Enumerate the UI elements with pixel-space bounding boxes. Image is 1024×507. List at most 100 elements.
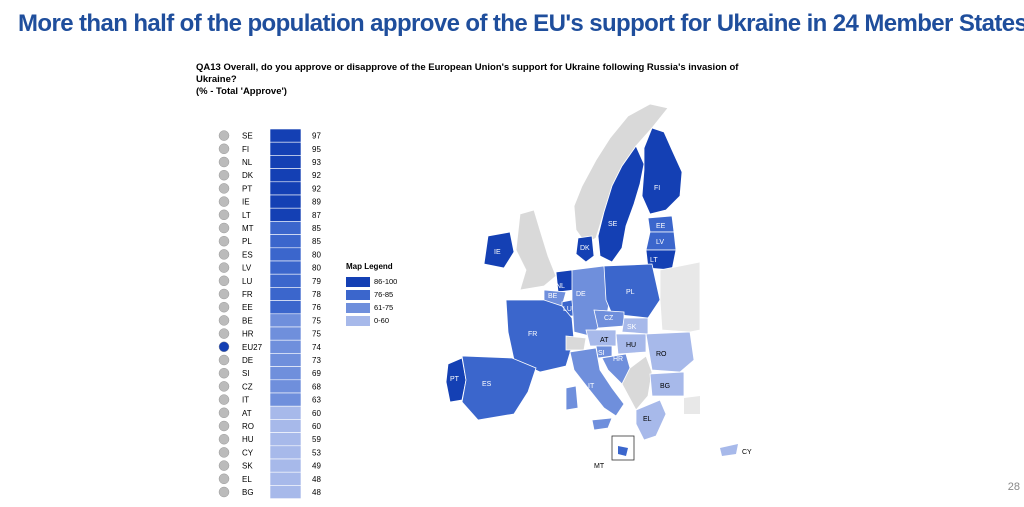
bar-value-label: 69 — [312, 369, 321, 378]
bar-value-label: 95 — [312, 145, 321, 154]
map-sardinia — [565, 385, 579, 411]
map-east-non-eu — [659, 261, 701, 333]
map-label-de: DE — [576, 291, 586, 298]
map-sweden — [597, 145, 645, 263]
map-label-es: ES — [482, 381, 492, 388]
flag-icon — [218, 302, 230, 313]
map-italy — [569, 347, 625, 417]
map-label-mt: MT — [594, 463, 605, 470]
legend-item: 76-85 — [346, 288, 397, 301]
map-uk — [515, 209, 557, 291]
bar-value-label: 92 — [312, 171, 321, 180]
bar — [269, 155, 302, 169]
bar — [269, 353, 302, 367]
map-label-fi: FI — [654, 185, 660, 192]
map-label-ro: RO — [656, 351, 667, 358]
map-malta-inset — [611, 435, 635, 461]
flag-icon — [218, 143, 230, 155]
flag-icon — [218, 209, 230, 221]
flag-icon — [218, 381, 230, 392]
bar — [269, 273, 302, 288]
map-label-hr: HR — [613, 356, 623, 363]
flag-icon — [218, 341, 230, 352]
map-label-lt: LT — [650, 257, 658, 264]
bar-value-label: 87 — [312, 211, 321, 220]
bar-category-label: CZ — [242, 382, 253, 391]
map-legend: Map Legend 86-100 76-85 61-75 0-60 — [346, 262, 397, 327]
legend-label: 61-75 — [374, 303, 394, 312]
bar-value-label: 48 — [312, 475, 321, 484]
bar-category-label: EL — [242, 475, 252, 484]
map-label-hu: HU — [626, 342, 636, 349]
bar-category-label: SK — [242, 462, 253, 471]
bar-value-label: 76 — [312, 303, 321, 312]
map-label-lv: LV — [656, 239, 664, 246]
map-label-fr: FR — [528, 331, 537, 338]
map-label-el: EL — [643, 416, 652, 423]
map-bulgaria — [649, 371, 685, 397]
flag-icon — [218, 447, 230, 458]
bar — [269, 168, 302, 183]
map-austria — [585, 329, 617, 347]
map-label-ie: IE — [494, 249, 501, 256]
map-label-pt: PT — [450, 376, 460, 383]
bar-category-label: BG — [242, 488, 254, 497]
map-label-it: IT — [588, 383, 595, 390]
map-label-cy: CY — [742, 449, 752, 456]
legend-swatch — [346, 276, 370, 287]
page-number: 28 — [1007, 481, 1020, 493]
question-text: QA13 Overall, do you approve or disappro… — [196, 62, 806, 98]
flag-icon — [218, 156, 230, 168]
bar-value-label: 93 — [312, 158, 321, 167]
map-label-bg: BG — [660, 383, 670, 390]
flag-icon — [218, 222, 230, 234]
flag-icon — [218, 368, 230, 379]
bar-value-label: 49 — [312, 462, 321, 471]
flag-icon — [218, 394, 230, 405]
bar — [269, 260, 302, 275]
bar — [269, 445, 302, 460]
bar — [269, 339, 302, 354]
flag-icon — [218, 434, 230, 445]
map-cyprus — [720, 444, 738, 456]
page-title: More than half of the population approve… — [18, 10, 1024, 37]
bar-value-label: 59 — [312, 435, 321, 444]
bar-category-label: MT — [242, 224, 254, 233]
legend-item: 61-75 — [346, 301, 397, 314]
map-hungary — [615, 333, 647, 355]
bar-value-label: 92 — [312, 184, 321, 193]
legend-label: 76-85 — [374, 290, 394, 299]
bar-category-label: DE — [242, 356, 253, 365]
bar-value-label: 73 — [312, 356, 321, 365]
map-spain — [461, 355, 537, 421]
bar-category-label: SI — [242, 369, 250, 378]
bar-category-label: HR — [242, 330, 254, 339]
map-greece — [635, 399, 667, 441]
map-malta — [618, 446, 628, 456]
flag-icon — [218, 275, 230, 286]
bar-category-label: FR — [242, 290, 253, 299]
map-sicily — [591, 417, 613, 431]
flag-icon — [218, 328, 230, 339]
bar — [269, 471, 302, 486]
map-denmark — [575, 235, 595, 263]
bar-category-label: BE — [242, 316, 253, 325]
flag-icon — [218, 130, 230, 141]
flag-icon — [218, 354, 230, 366]
bar-value-label: 80 — [312, 250, 321, 259]
bar-chart: SE 97 FI 95 NL 93 DK 92 PT 92 IE 89 LT 87 MT 85 PL 85 ES 80… — [218, 128, 321, 499]
bar — [269, 287, 302, 301]
map-finland — [641, 127, 683, 215]
bar-value-label: 75 — [312, 330, 321, 339]
legend-swatch — [346, 302, 370, 313]
map-label-lu: LU — [563, 306, 572, 313]
map-label-at: AT — [600, 337, 609, 344]
bar — [269, 419, 302, 433]
legend-item: 0-60 — [346, 314, 397, 327]
bar-category-label: RO — [242, 422, 254, 431]
bar — [269, 207, 302, 222]
flag-icon — [218, 249, 230, 260]
legend-swatch — [346, 315, 370, 326]
map-country-labels: FI SE EE LV LT DK IE NL BE LU DE PL CZ SK FR AT HU SI HR RO… — [450, 185, 752, 470]
